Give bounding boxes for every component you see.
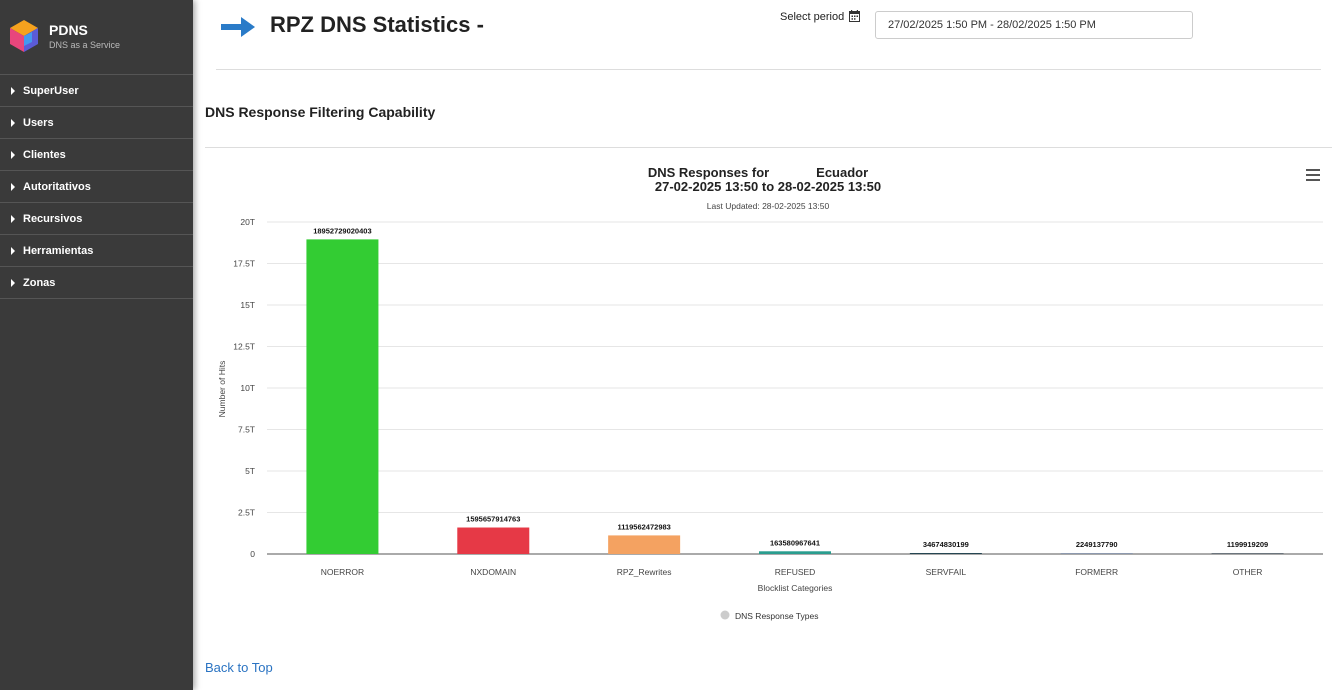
caret-right-icon (11, 182, 15, 191)
y-tick-label: 20T (240, 217, 255, 227)
y-tick-label: 2.5T (238, 508, 255, 518)
caret-right-icon (11, 214, 15, 223)
sidebar-nav: SuperUser Users Clientes Autoritativos R… (0, 75, 193, 299)
bar-formerr[interactable] (1060, 553, 1133, 554)
sidebar-item-label: SuperUser (23, 84, 79, 97)
y-tick-label: 17.5T (233, 259, 255, 269)
brand-subtitle: DNS as a Service (49, 40, 121, 50)
bar-rpz-rewrites[interactable] (608, 535, 681, 554)
caret-right-icon (11, 86, 15, 95)
sidebar-item-label: Recursivos (23, 212, 83, 225)
sidebar-item-label: Users (23, 116, 54, 129)
y-tick-label: 5T (245, 466, 255, 476)
x-tick-label: RPZ_Rewrites (617, 567, 672, 577)
data-label: 1199919209 (1227, 540, 1268, 549)
bar-servfail[interactable] (909, 553, 982, 554)
sidebar-item-superuser[interactable]: SuperUser (0, 75, 193, 107)
sidebar-item-zonas[interactable]: Zonas (0, 267, 193, 299)
arrow-right-icon (221, 17, 255, 37)
y-tick-label: 0 (250, 549, 255, 559)
dns-responses-bar-chart: DNS Responses for Ecuador 27-02-2025 13:… (217, 165, 1323, 621)
page-title: RPZ DNS Statistics - (270, 12, 484, 37)
sidebar-item-label: Clientes (23, 148, 66, 161)
sidebar-item-label: Zonas (23, 276, 56, 289)
y-tick-label: 15T (240, 300, 255, 310)
period-label: Select period (780, 11, 845, 23)
pdns-logo-icon (10, 20, 38, 52)
data-label: 1595657914763 (466, 515, 520, 524)
bar-refused[interactable] (759, 551, 831, 554)
sidebar-item-recursivos[interactable]: Recursivos (0, 203, 193, 235)
x-tick-label: NXDOMAIN (470, 567, 516, 577)
y-tick-label: 10T (240, 383, 255, 393)
x-tick-label: OTHER (1233, 567, 1263, 577)
sidebar-item-users[interactable]: Users (0, 107, 193, 139)
sidebar-item-herramientas[interactable]: Herramientas (0, 235, 193, 267)
brand-title: PDNS (49, 22, 88, 38)
brand[interactable]: PDNS DNS as a Service (0, 0, 193, 75)
x-tick-label: FORMERR (1075, 567, 1118, 577)
chart-menu-icon[interactable] (1306, 169, 1320, 181)
legend-marker[interactable] (720, 610, 730, 620)
period-input[interactable] (875, 11, 1193, 39)
header-divider (216, 69, 1321, 70)
back-to-top-link[interactable]: Back to Top (205, 660, 273, 675)
legend-label[interactable]: DNS Response Types (735, 611, 818, 621)
x-tick-label: NOERROR (321, 567, 364, 577)
chart-title-line2: 27-02-2025 13:50 to 28-02-2025 13:50 (655, 179, 881, 194)
sidebar-item-label: Herramientas (23, 244, 94, 257)
y-tick-label: 7.5T (238, 425, 255, 435)
x-tick-label: REFUSED (775, 567, 816, 577)
sidebar: PDNS DNS as a Service SuperUser Users Cl… (0, 0, 193, 690)
data-label: 1119562472983 (617, 522, 670, 531)
y-tick-label: 12.5T (233, 342, 255, 352)
section-divider (205, 147, 1332, 148)
data-label: 163580967641 (770, 538, 820, 547)
x-tick-label: SERVFAIL (926, 567, 967, 577)
caret-right-icon (11, 118, 15, 127)
caret-right-icon (11, 150, 15, 159)
sidebar-item-autoritativos[interactable]: Autoritativos (0, 171, 193, 203)
caret-right-icon (11, 246, 15, 255)
data-label: 18952729020403 (313, 226, 371, 235)
y-axis-title: Number of Hits (217, 361, 227, 418)
chart-subtitle: Last Updated: 28-02-2025 13:50 (707, 201, 830, 211)
bar-noerror[interactable] (306, 239, 379, 554)
sidebar-item-clientes[interactable]: Clientes (0, 139, 193, 171)
calendar-icon[interactable] (849, 10, 860, 22)
section-title: DNS Response Filtering Capability (205, 104, 436, 120)
caret-right-icon (11, 278, 15, 287)
chart-title-line1: DNS Responses for Ecuador (648, 165, 868, 180)
x-axis-title: Blocklist Categories (758, 583, 833, 593)
sidebar-item-label: Autoritativos (23, 180, 91, 193)
data-label: 2249137790 (1076, 540, 1118, 549)
bar-nxdomain[interactable] (457, 527, 530, 554)
bar-other[interactable] (1211, 553, 1284, 554)
data-label: 34674830199 (923, 540, 969, 549)
